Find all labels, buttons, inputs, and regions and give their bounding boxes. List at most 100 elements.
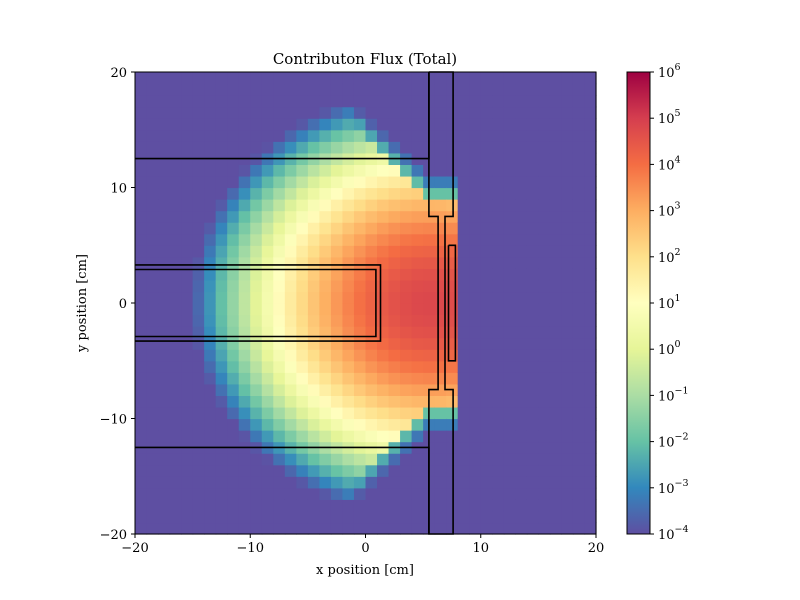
heatmap-cell <box>365 395 378 408</box>
heatmap-cell <box>411 175 424 189</box>
heatmap-cell <box>503 83 516 96</box>
heatmap-cell <box>135 164 148 177</box>
heatmap-cell <box>273 291 286 304</box>
heatmap-cell <box>457 441 470 454</box>
heatmap-cell <box>365 175 378 189</box>
heatmap-cell <box>261 129 274 142</box>
heatmap-cell <box>526 210 539 223</box>
heatmap-cell <box>238 279 251 293</box>
heatmap-cell <box>353 476 367 489</box>
heatmap-cell <box>388 510 401 524</box>
heatmap-cell <box>342 418 355 431</box>
heatmap-cell <box>227 268 240 281</box>
y-tick-label: 0 <box>119 297 127 312</box>
heatmap-cell <box>388 233 401 246</box>
heatmap-cell <box>169 314 182 327</box>
heatmap-cell <box>353 453 367 466</box>
heatmap-cell <box>446 95 459 108</box>
heatmap-cell <box>492 95 505 108</box>
heatmap-cell <box>181 476 194 489</box>
x-tick-label: 20 <box>588 541 605 556</box>
heatmap-cell <box>561 349 574 362</box>
heatmap-cell <box>469 383 482 396</box>
heatmap-cell <box>342 129 355 142</box>
heatmap-cell <box>250 95 263 108</box>
heatmap-cell <box>492 291 505 304</box>
heatmap-cell <box>250 256 263 269</box>
heatmap-cell <box>480 95 493 108</box>
heatmap-cell <box>296 349 309 362</box>
heatmap-cell <box>330 372 344 385</box>
heatmap-cell <box>296 83 309 96</box>
heatmap-cell <box>572 360 586 373</box>
heatmap-cell <box>135 487 148 500</box>
heatmap-cell <box>480 453 493 466</box>
heatmap-cell <box>284 499 297 512</box>
x-tick-label: −10 <box>237 541 264 556</box>
heatmap-cell <box>319 187 332 200</box>
heatmap-cell <box>135 233 148 246</box>
heatmap-cell <box>261 187 274 200</box>
heatmap-cell <box>284 360 297 373</box>
heatmap-cell <box>181 141 194 154</box>
heatmap-cell <box>250 476 263 489</box>
heatmap-cell <box>273 383 286 396</box>
heatmap-cell <box>515 441 528 454</box>
heatmap-cell <box>342 279 355 293</box>
heatmap-cell <box>296 129 309 142</box>
heatmap-cell <box>158 233 171 246</box>
heatmap-cell <box>411 210 424 223</box>
heatmap-cell <box>469 406 482 420</box>
heatmap-cell <box>330 418 344 431</box>
heatmap-cell <box>192 395 205 408</box>
heatmap-cell <box>169 83 182 96</box>
heatmap-cell <box>457 510 470 524</box>
heatmap-cell <box>261 326 274 339</box>
heatmap-cell <box>377 245 390 258</box>
heatmap-cell <box>342 326 355 339</box>
heatmap-cell <box>319 164 332 177</box>
heatmap-cell <box>284 222 297 235</box>
heatmap-cell <box>572 291 586 304</box>
heatmap-cell <box>296 187 309 200</box>
heatmap-cell <box>342 106 355 119</box>
heatmap-cell <box>192 175 205 189</box>
heatmap-cell <box>296 522 309 535</box>
heatmap-cell <box>192 199 205 212</box>
heatmap-cell <box>365 383 378 396</box>
heatmap-cell <box>169 383 182 396</box>
heatmap-cell <box>135 430 148 443</box>
heatmap-cell <box>423 268 436 281</box>
heatmap-cell <box>492 199 505 212</box>
heatmap-cell <box>411 118 424 131</box>
heatmap-cell <box>584 72 597 85</box>
heatmap-cell <box>319 175 332 189</box>
heatmap-cell <box>388 522 401 535</box>
heatmap-cell <box>526 141 539 154</box>
outline-inner-rod-inner <box>135 268 377 338</box>
heatmap-cell <box>411 245 424 258</box>
heatmap-cell <box>146 487 159 500</box>
heatmap-cell <box>146 199 159 212</box>
heatmap-cell <box>515 118 528 131</box>
heatmap-cell <box>227 141 240 154</box>
heatmap-cell <box>169 95 182 108</box>
heatmap-cell <box>503 360 516 373</box>
heatmap-cell <box>204 95 217 108</box>
heatmap-cell <box>457 395 470 408</box>
heatmap-cell <box>492 522 505 535</box>
heatmap-cell <box>330 222 344 235</box>
heatmap-cell <box>561 453 574 466</box>
heatmap-cell <box>549 187 563 200</box>
heatmap-cell <box>261 406 274 420</box>
heatmap-cell <box>388 222 401 235</box>
heatmap-cell <box>492 256 505 269</box>
heatmap-cell <box>204 291 217 304</box>
heatmap-cell <box>480 383 493 396</box>
heatmap-cell <box>434 418 447 431</box>
heatmap-cell <box>342 464 355 477</box>
heatmap-cell <box>549 372 563 385</box>
heatmap-cell <box>503 395 516 408</box>
heatmap-cell <box>400 233 413 246</box>
